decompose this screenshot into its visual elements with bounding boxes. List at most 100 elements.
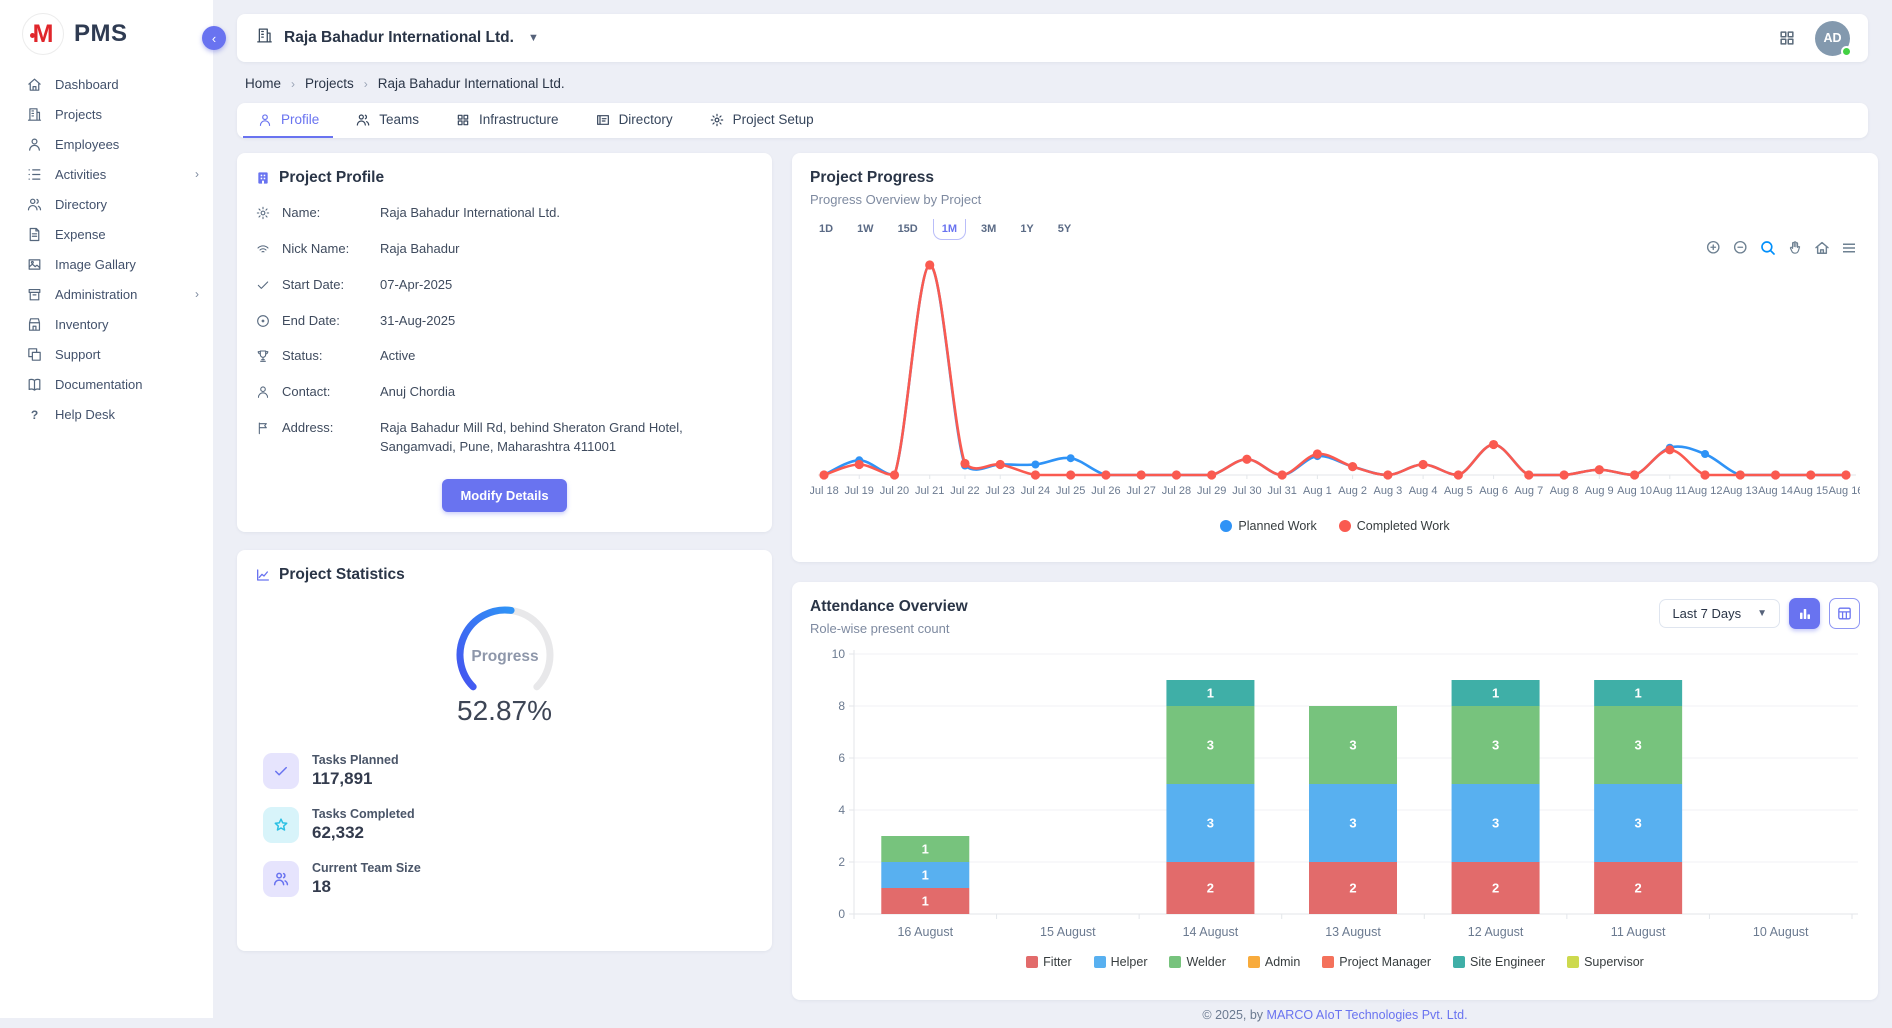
home-icon <box>26 76 43 93</box>
sidebar-item-administration[interactable]: Administration › <box>0 279 213 309</box>
range-button-1d[interactable]: 1D <box>810 219 842 240</box>
modify-details-button[interactable]: Modify Details <box>442 479 566 512</box>
company-name: Raja Bahadur International Ltd. <box>284 29 514 47</box>
sidebar-item-employees[interactable]: Employees <box>0 129 213 159</box>
sidebar-item-inventory[interactable]: Inventory <box>0 309 213 339</box>
legend-site-engineer[interactable]: Site Engineer <box>1453 955 1545 969</box>
pan-icon[interactable] <box>1786 239 1804 257</box>
breadcrumb-projects[interactable]: Projects <box>305 76 354 91</box>
date-filter-select[interactable]: Last 7 Days ▼ <box>1659 599 1780 628</box>
zoom-in-icon[interactable] <box>1705 239 1723 257</box>
legend-admin[interactable]: Admin <box>1248 955 1300 969</box>
range-button-1w[interactable]: 1W <box>848 219 883 240</box>
legend-planned-work[interactable]: Planned Work <box>1220 519 1316 533</box>
tab-profile[interactable]: Profile <box>243 103 333 138</box>
home-icon[interactable] <box>1813 239 1831 257</box>
svg-text:Aug 9: Aug 9 <box>1585 485 1614 497</box>
sidebar-item-help-desk[interactable]: ? Help Desk <box>0 399 213 429</box>
range-button-1y[interactable]: 1Y <box>1011 219 1042 240</box>
sidebar-item-directory[interactable]: Directory <box>0 189 213 219</box>
svg-text:Progress: Progress <box>471 648 538 665</box>
sidebar-item-projects[interactable]: Projects <box>0 99 213 129</box>
attendance-bar-chart[interactable]: 0 2 4 6 8 10 1 1 116 August15 August 2 3… <box>810 646 1860 948</box>
range-button-5y[interactable]: 5Y <box>1049 219 1080 240</box>
project-progress-chart[interactable]: Jul 18 Jul 19 Jul 20 Jul 21 Jul 22 Jul 2… <box>810 250 1860 512</box>
svg-text:Aug 7: Aug 7 <box>1514 485 1543 497</box>
legend-completed-work[interactable]: Completed Work <box>1339 519 1450 533</box>
breadcrumb-current: Raja Bahadur International Ltd. <box>378 76 565 91</box>
star-icon <box>263 807 299 843</box>
svg-text:Aug 13: Aug 13 <box>1723 485 1758 497</box>
sidebar-item-activities[interactable]: Activities › <box>0 159 213 189</box>
svg-text:2: 2 <box>1635 881 1642 896</box>
user-avatar[interactable]: AD <box>1815 21 1850 56</box>
person-icon <box>257 112 273 128</box>
legend-project-manager[interactable]: Project Manager <box>1322 955 1431 969</box>
stat-label: Current Team Size <box>312 861 421 875</box>
gear-icon <box>709 112 725 128</box>
breadcrumb-home[interactable]: Home <box>245 76 281 91</box>
svg-text:Aug 14: Aug 14 <box>1758 485 1793 497</box>
bar-chart-view-button[interactable] <box>1789 598 1820 629</box>
archive-icon <box>26 286 43 303</box>
svg-text:Aug 16: Aug 16 <box>1829 485 1860 497</box>
svg-text:Jul 23: Jul 23 <box>986 485 1015 497</box>
project-statistics-card: Project Statistics Progress 52.87% Tasks… <box>237 550 772 951</box>
company-link[interactable]: MARCO AIoT Technologies Pvt. Ltd. <box>1267 1008 1468 1022</box>
legend-supervisor[interactable]: Supervisor <box>1567 955 1644 969</box>
flag-icon <box>255 420 272 457</box>
signal-icon <box>255 241 272 259</box>
tab-infrastructure[interactable]: Infrastructure <box>441 103 573 138</box>
sidebar-item-label: Directory <box>55 197 107 212</box>
svg-text:10: 10 <box>832 647 846 661</box>
legend-helper[interactable]: Helper <box>1094 955 1148 969</box>
menu-icon[interactable] <box>1840 239 1858 257</box>
stat-value: 62,332 <box>312 823 415 843</box>
tab-directory[interactable]: Directory <box>581 103 687 138</box>
stat-tasks-planned: Tasks Planned 117,891 <box>263 753 754 789</box>
sidebar-item-documentation[interactable]: Documentation <box>0 369 213 399</box>
attendance-card-subtitle: Role-wise present count <box>810 621 968 636</box>
sidebar-item-expense[interactable]: Expense <box>0 219 213 249</box>
tab-teams[interactable]: Teams <box>341 103 433 138</box>
legend-welder[interactable]: Welder <box>1169 955 1225 969</box>
svg-text:16 August: 16 August <box>897 925 953 939</box>
sidebar-item-support[interactable]: Support <box>0 339 213 369</box>
legend-fitter[interactable]: Fitter <box>1026 955 1071 969</box>
person-icon <box>255 384 272 402</box>
range-button-15d[interactable]: 15D <box>889 219 927 240</box>
card-icon <box>595 112 611 128</box>
chart-toolbar <box>1705 239 1858 257</box>
chevron-down-icon: ▼ <box>528 32 539 44</box>
tab-label: Infrastructure <box>479 112 559 127</box>
sidebar-item-dashboard[interactable]: Dashboard <box>0 69 213 99</box>
legend-marker <box>1248 956 1260 968</box>
line-chart-legend: Planned Work Completed Work <box>810 519 1860 533</box>
tab-label: Directory <box>619 112 673 127</box>
tab-project-setup[interactable]: Project Setup <box>695 103 828 138</box>
stat-current-team-size: Current Team Size 18 <box>263 861 754 897</box>
progress-card-title: Project Progress <box>810 169 1860 187</box>
zoom-out-icon[interactable] <box>1732 239 1750 257</box>
svg-text:1: 1 <box>1635 686 1642 701</box>
profile-field-name-: Name: Raja Bahadur International Ltd. <box>255 204 754 223</box>
legend-label: Fitter <box>1043 955 1071 969</box>
profile-card-title: Project Profile <box>279 169 384 187</box>
store-icon <box>26 316 43 333</box>
sidebar-collapse-button[interactable]: ‹ <box>202 26 226 50</box>
stat-value: 117,891 <box>312 769 399 789</box>
chevron-right-icon: › <box>364 77 368 91</box>
sidebar-item-image-gallary[interactable]: Image Gallary <box>0 249 213 279</box>
range-button-3m[interactable]: 3M <box>972 219 1005 240</box>
company-selector[interactable]: Raja Bahadur International Ltd. ▼ <box>255 26 539 50</box>
apps-grid-icon[interactable] <box>1777 28 1797 48</box>
time-range-buttons: 1D 1W 15D 1M 3M 1Y 5Y <box>810 219 1860 240</box>
attendance-overview-card: Attendance Overview Role-wise present co… <box>792 582 1878 1000</box>
selection-zoom-icon[interactable] <box>1759 239 1777 257</box>
svg-text:Aug 10: Aug 10 <box>1617 485 1652 497</box>
sidebar-item-label: Projects <box>55 107 102 122</box>
app-logo[interactable]: M PMS <box>0 0 213 69</box>
range-button-1m[interactable]: 1M <box>933 219 966 240</box>
profile-field-status-: Status: Active <box>255 347 754 366</box>
table-view-button[interactable] <box>1829 598 1860 629</box>
